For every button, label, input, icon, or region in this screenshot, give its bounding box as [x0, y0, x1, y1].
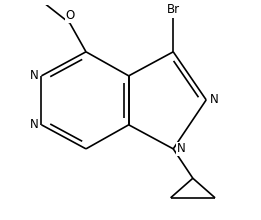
Text: N: N	[30, 118, 39, 131]
Text: N: N	[210, 94, 218, 106]
Text: Br: Br	[167, 3, 180, 16]
Text: N: N	[30, 69, 39, 82]
Text: N: N	[177, 142, 186, 155]
Text: O: O	[65, 9, 75, 22]
